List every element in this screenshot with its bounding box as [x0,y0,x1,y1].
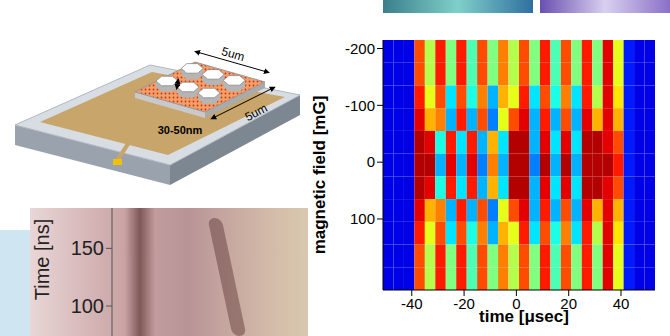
svg-text:30-50nm: 30-50nm [158,124,203,136]
html-text:time [μsec]: time [μsec] [479,307,569,326]
html-text:Time [ns]: Time [ns] [30,218,53,301]
svg-text:0: 0 [512,294,521,312]
svg-text:40: 40 [613,295,630,312]
svg-text:100: 100 [350,210,375,227]
svg-text:5um: 5um [243,101,270,124]
svg-text:-40: -40 [401,295,423,312]
svg-text:5um: 5um [220,44,246,64]
svg-text:-200: -200 [345,40,375,57]
svg-text:100: 100 [71,295,104,317]
svg-text:-100: -100 [345,97,375,114]
svg-text:-20: -20 [453,295,475,312]
svg-text:150: 150 [71,237,104,259]
html-text:magnetic field [mG]: magnetic field [mG] [310,95,329,255]
svg-text:0: 0 [367,153,375,170]
svg-text:20: 20 [560,294,577,312]
